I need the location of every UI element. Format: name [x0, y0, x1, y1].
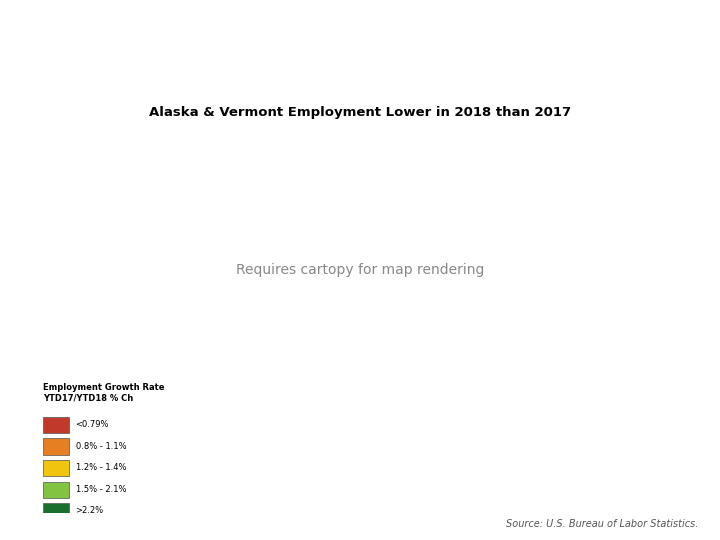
Text: 1.2% - 1.4%: 1.2% - 1.4% — [76, 463, 126, 472]
Bar — [43, 417, 69, 433]
Text: <0.79%: <0.79% — [76, 420, 109, 429]
Bar — [43, 503, 69, 519]
Text: Source: U.S. Bureau of Labor Statistics.: Source: U.S. Bureau of Labor Statistics. — [506, 519, 698, 529]
Text: >2.2%: >2.2% — [76, 507, 104, 515]
Text: Requires cartopy for map rendering: Requires cartopy for map rendering — [236, 263, 484, 277]
Text: 1.5% - 2.1%: 1.5% - 2.1% — [76, 485, 126, 494]
Text: Employment Growth Rate
YTD17/YTD18 % Ch: Employment Growth Rate YTD17/YTD18 % Ch — [43, 383, 165, 403]
Text: Alaska & Vermont Employment Lower in 2018 than 2017: Alaska & Vermont Employment Lower in 201… — [149, 105, 571, 119]
Text: 0.8% - 1.1%: 0.8% - 1.1% — [76, 442, 126, 450]
Bar — [43, 460, 69, 476]
Text: Employment Growth Varies Across the
Country: Employment Growth Varies Across the Coun… — [22, 18, 593, 75]
Bar — [43, 438, 69, 455]
Bar — [43, 482, 69, 498]
